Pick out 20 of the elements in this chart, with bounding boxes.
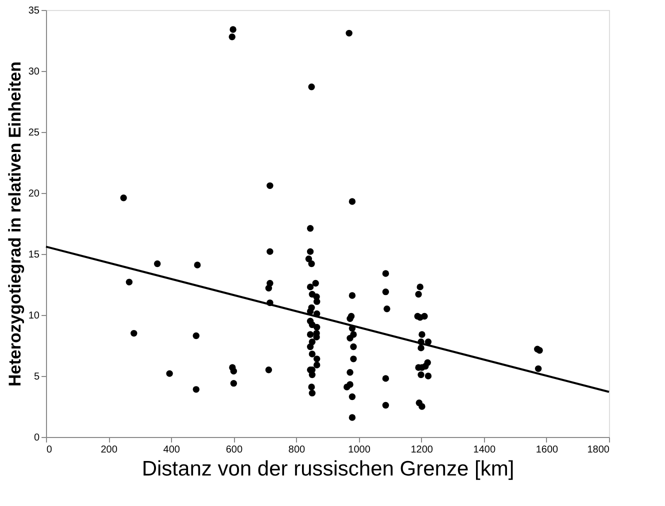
x-tick-label: 600 bbox=[226, 444, 243, 456]
y-tick-label: 20 bbox=[28, 188, 40, 200]
x-axis-title: Distanz von der russischen Grenze [km] bbox=[142, 458, 514, 480]
x-tick-label: 1000 bbox=[348, 444, 371, 456]
x-tick-label: 1800 bbox=[587, 444, 610, 456]
x-tick-label: 200 bbox=[100, 444, 118, 456]
x-tick-label: 800 bbox=[288, 444, 306, 456]
x-tick-label: 400 bbox=[163, 444, 180, 456]
y-tick-label: 35 bbox=[28, 6, 40, 16]
x-tick-label: 1200 bbox=[410, 444, 434, 456]
y-tick-label: 15 bbox=[28, 250, 40, 260]
y-axis-title: Heterozygotiegrad in relativen Einheiten bbox=[5, 62, 24, 386]
y-tick-label: 30 bbox=[28, 66, 40, 78]
x-tick-label: 0 bbox=[46, 444, 52, 456]
y-tick-label: 10 bbox=[28, 310, 40, 322]
x-tick-label: 1400 bbox=[473, 444, 496, 456]
y-tick-label: 0 bbox=[34, 432, 40, 444]
y-tick-label: 5 bbox=[34, 372, 40, 382]
x-tick-label: 1600 bbox=[536, 444, 559, 456]
y-tick-label: 25 bbox=[28, 128, 40, 138]
